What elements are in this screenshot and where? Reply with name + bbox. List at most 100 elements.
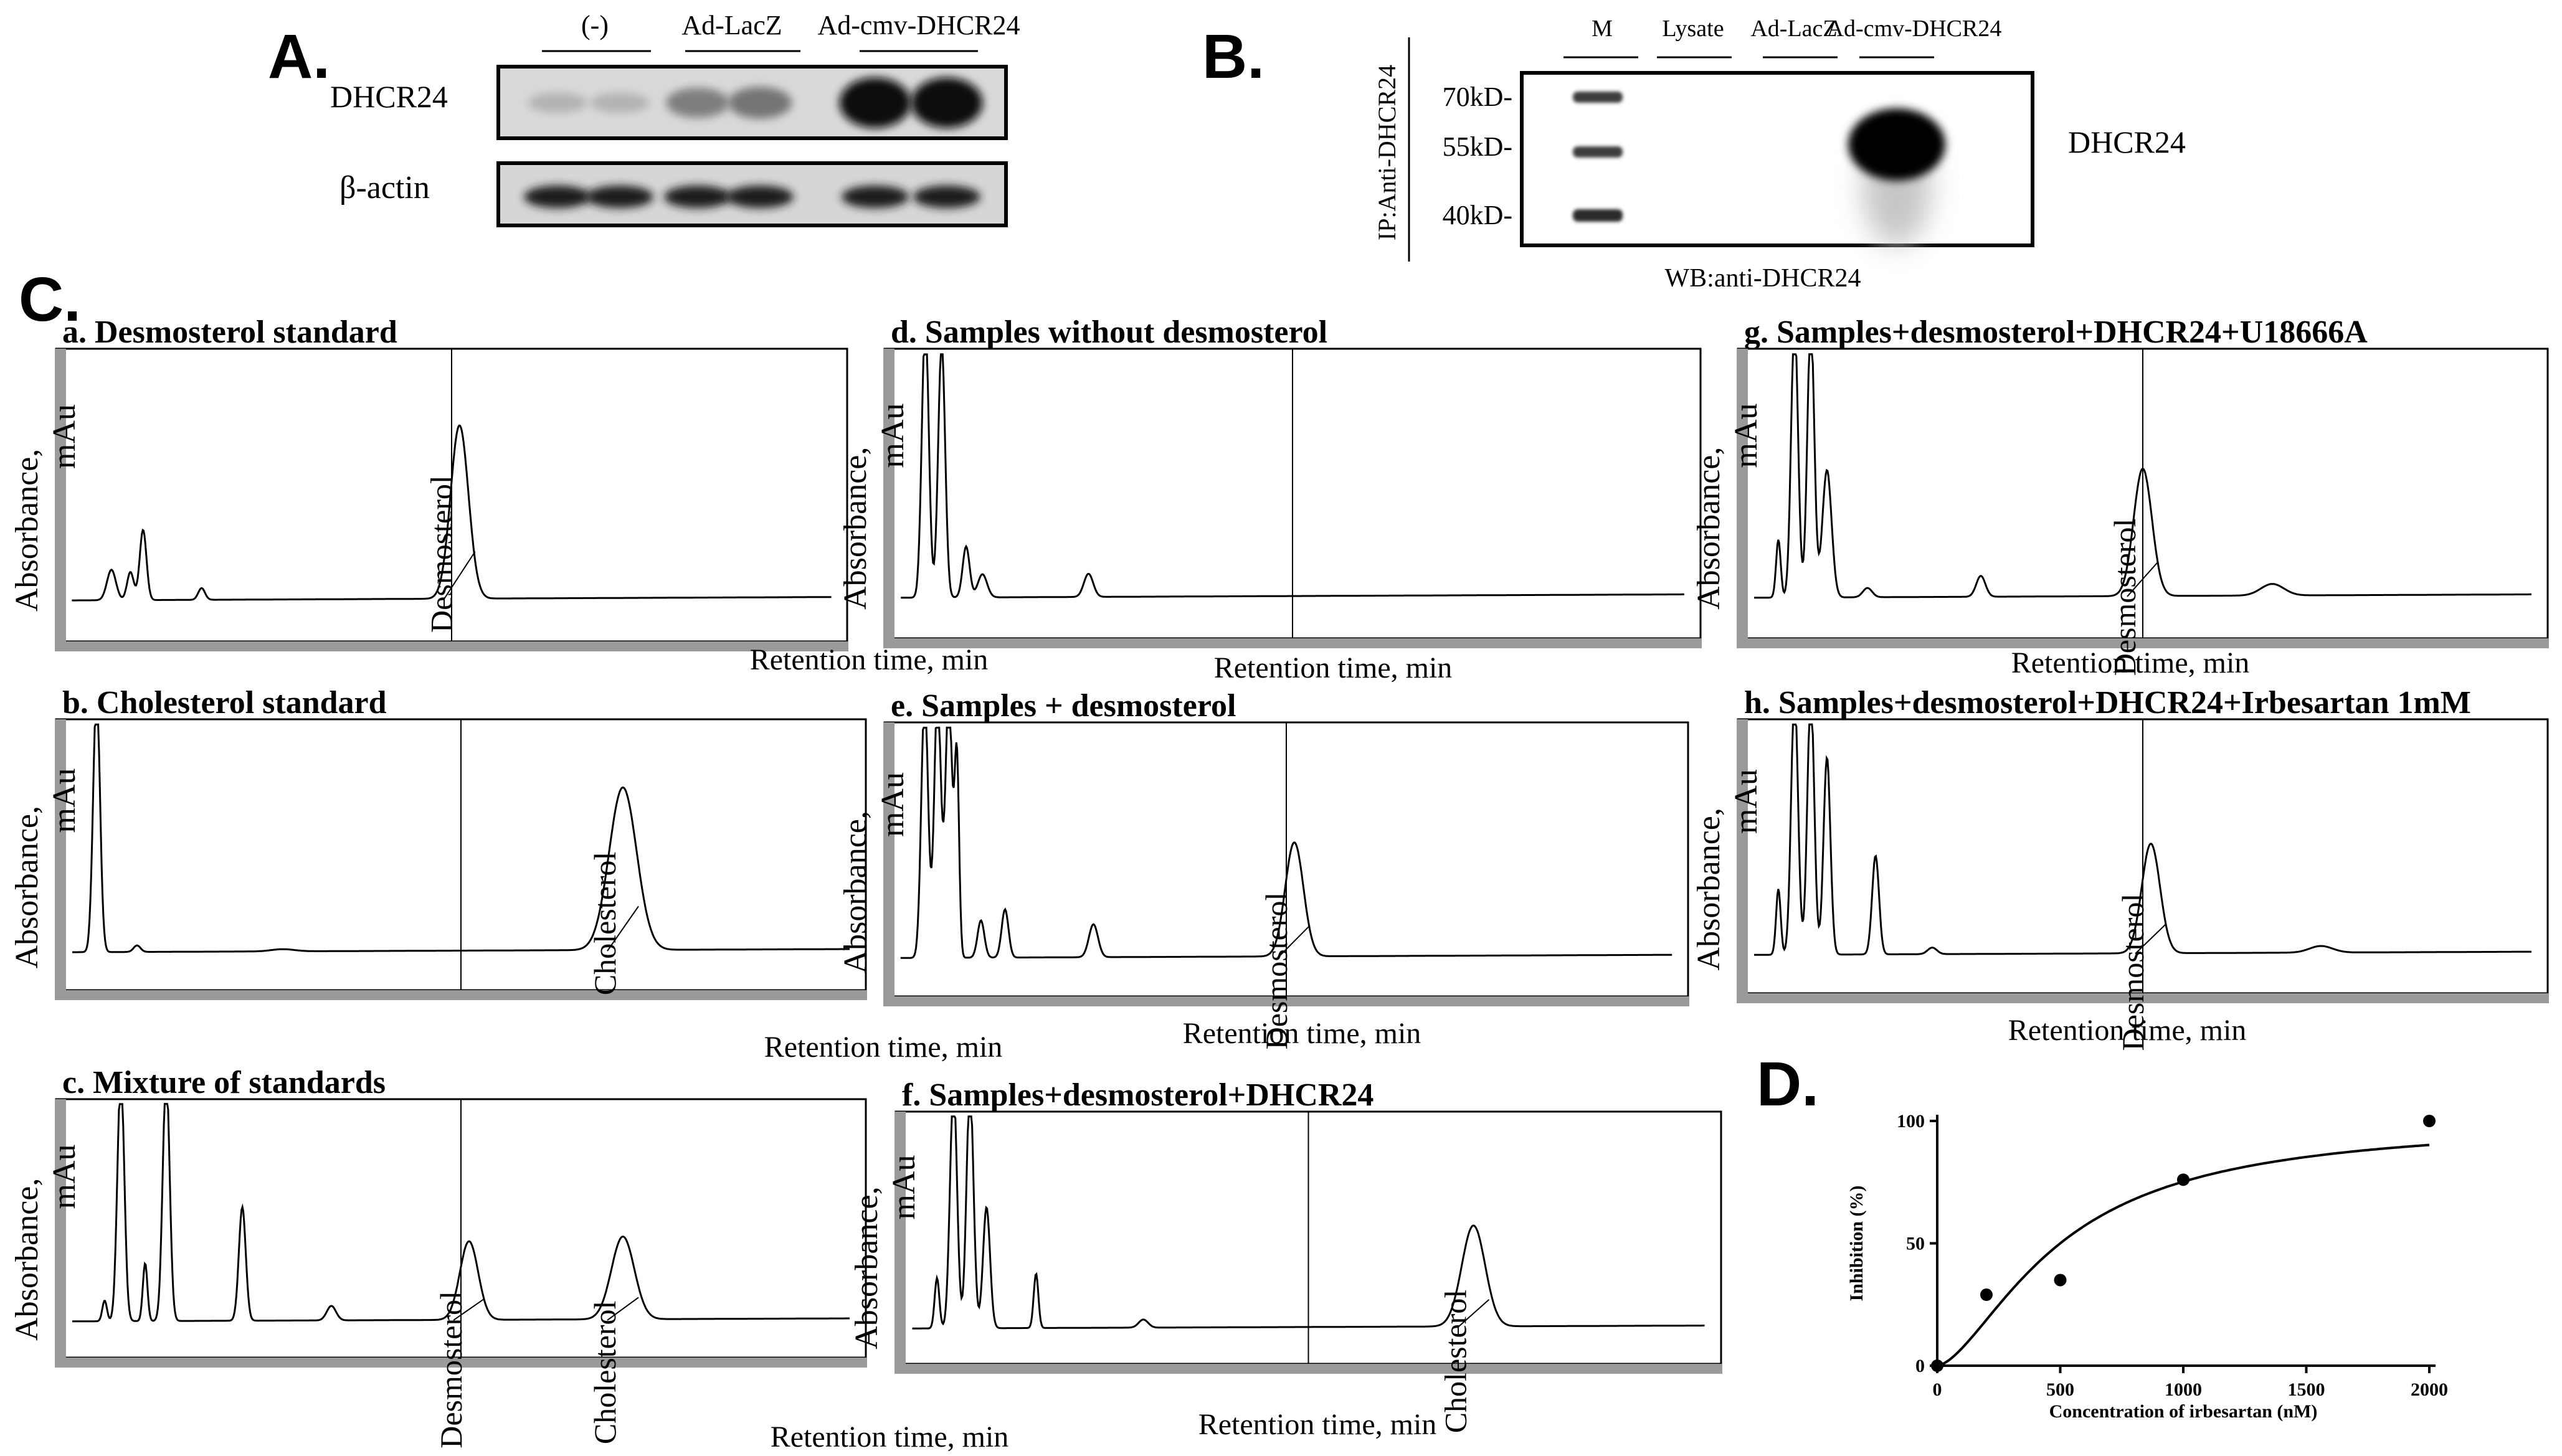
y-axis-label: Absorbance, bbox=[9, 806, 45, 968]
chromatogram-title: d. Samples without desmosterol bbox=[891, 314, 1327, 350]
integration-baseline bbox=[1457, 1299, 1490, 1328]
peak-label: Cholesterol bbox=[587, 1301, 622, 1445]
marker-70kd: 70kD- bbox=[1443, 82, 1512, 112]
chromatogram-title: b. Cholesterol standard bbox=[62, 685, 387, 721]
bands-actin bbox=[524, 186, 980, 208]
x-axis-label: Retention time, min bbox=[2008, 1014, 2247, 1047]
y-axis-strip bbox=[55, 1099, 66, 1358]
marker-55kd: 55kD- bbox=[1443, 131, 1512, 162]
integration-baseline bbox=[453, 1298, 485, 1321]
group-label-cmv: Ad-cmv-DHCR24 bbox=[817, 10, 1020, 40]
peak-label: Desmosterol bbox=[2115, 894, 2150, 1051]
y-axis-strip bbox=[55, 719, 66, 990]
chromatogram-d: d. Samples without desmosterol Absorbance… bbox=[838, 314, 1702, 684]
ip-dhcr24-band bbox=[1848, 108, 1945, 246]
bands-dhcr24 bbox=[528, 77, 983, 128]
y-axis-unit: mAu bbox=[47, 1145, 82, 1209]
chromatogram-g: g. Samples+desmosterol+DHCR24+U18666A Abs… bbox=[1691, 314, 2549, 679]
wb-band bbox=[524, 186, 591, 208]
chromatogram-trace bbox=[72, 1103, 850, 1323]
integration-baseline bbox=[607, 905, 639, 952]
y-axis-strip bbox=[883, 349, 894, 638]
y-axis-unit: mAu bbox=[1729, 404, 1764, 468]
marker-ladder bbox=[1573, 92, 1623, 222]
panel-a: A. (-) Ad-LacZ Ad-cmv-DHCR24 DHCR24 β-ac… bbox=[268, 10, 1020, 227]
wb-band bbox=[586, 186, 653, 208]
chromatogram-trace bbox=[912, 1115, 1705, 1330]
group-label-neg: (-) bbox=[581, 10, 609, 40]
peak-label: Desmosterol bbox=[1259, 892, 1294, 1050]
data-point bbox=[1980, 1288, 1993, 1302]
peak-label: Desmosterol bbox=[2107, 519, 2142, 676]
chromatogram-title: a. Desmosterol standard bbox=[62, 314, 397, 350]
x-axis-strip bbox=[55, 990, 867, 1000]
panel-a-letter: A. bbox=[268, 22, 330, 92]
chromatograms: a. Desmosterol standardAbsorbance,mAuRet… bbox=[9, 314, 2549, 1454]
wb-label: WB:anti-DHCR24 bbox=[1665, 264, 1861, 293]
chromatogram-trace bbox=[901, 353, 1684, 599]
y-axis-strip bbox=[1737, 349, 1748, 638]
y-axis-label: Absorbance, bbox=[838, 811, 873, 973]
chromatogram-b: b. Cholesterol standardAbsorbance,mAuRet… bbox=[9, 685, 1002, 1064]
y-axis-label: Absorbance, bbox=[849, 1186, 885, 1349]
lane-label-m: M bbox=[1592, 16, 1613, 42]
x-axis-strip bbox=[894, 1364, 1722, 1374]
chromatogram-trace bbox=[1754, 723, 2531, 956]
x-axis-strip bbox=[1737, 638, 2549, 648]
x-axis-strip bbox=[1737, 993, 2549, 1003]
chromatogram-title: g. Samples+desmosterol+DHCR24+U18666A bbox=[1744, 314, 2368, 350]
y-tick-label: 0 bbox=[1915, 1356, 1925, 1376]
chromatogram-f: f. Samples+desmosterol+DHCR24 Absorbance,… bbox=[849, 1077, 1722, 1441]
x-axis-label: Retention time, min bbox=[1183, 1017, 1421, 1050]
lane-label-lysate: Lysate bbox=[1662, 16, 1724, 42]
chromatogram-a: a. Desmosterol standardAbsorbance,mAuRet… bbox=[9, 314, 988, 676]
wb-band bbox=[666, 88, 729, 118]
y-axis-unit: mAu bbox=[47, 404, 82, 469]
chromatogram-c: c. Mixture of standardsAbsorbance,mAuRet… bbox=[9, 1065, 1008, 1454]
y-axis-label: Absorbance, bbox=[1691, 808, 1727, 970]
x-axis-label: Retention time, min bbox=[1214, 651, 1453, 684]
wb-band bbox=[664, 186, 731, 208]
data-point bbox=[1931, 1359, 1943, 1372]
chromatogram-h: h. Samples+desmosterol+DHCR24+Irbesartan… bbox=[1691, 685, 2549, 1051]
wb-band bbox=[913, 186, 980, 208]
x-tick-label: 1000 bbox=[2165, 1379, 2202, 1400]
integration-baseline bbox=[2127, 560, 2159, 597]
panel-b-letter: B. bbox=[1202, 22, 1264, 92]
x-axis-label: Retention time, min bbox=[750, 643, 989, 676]
y-axis-strip bbox=[1737, 719, 1748, 993]
wb-band bbox=[911, 77, 983, 128]
y-tick-label: 50 bbox=[1906, 1234, 1925, 1254]
x-axis-strip bbox=[55, 641, 848, 651]
panel-d: D. 0 500 1000 1500 2000 0 50 100 Concentration o… bbox=[1757, 1049, 2448, 1422]
chromatogram-title: f. Samples+desmosterol+DHCR24 bbox=[902, 1077, 1374, 1113]
panel-c-letter: C. bbox=[19, 265, 81, 334]
lane-label-cmv: Ad-cmv-DHCR24 bbox=[1827, 16, 2002, 42]
lane-label-lacz: Ad-LacZ bbox=[1750, 16, 1837, 42]
data-point bbox=[2054, 1274, 2067, 1287]
row-label-actin: β-actin bbox=[339, 170, 430, 206]
chromatogram-title: c. Mixture of standards bbox=[62, 1065, 386, 1100]
y-axis-strip bbox=[883, 722, 894, 996]
y-axis-label: Absorbance, bbox=[9, 1178, 45, 1341]
chromatogram-trace bbox=[72, 424, 832, 602]
x-axis-strip bbox=[883, 638, 1702, 648]
y-axis-title: Inhibition (%) bbox=[1846, 1186, 1867, 1302]
wb-band bbox=[839, 77, 911, 128]
chromatogram-title: e. Samples + desmosterol bbox=[891, 688, 1236, 724]
peak-label: Desmosterol bbox=[434, 1291, 468, 1449]
inhibition-chart: 0 500 1000 1500 2000 0 50 100 Concentration of i… bbox=[1846, 1111, 2448, 1422]
wb-band bbox=[842, 186, 909, 208]
wb-band bbox=[528, 92, 587, 113]
chromatogram-trace bbox=[1754, 353, 2531, 599]
chromatogram-title: h. Samples+desmosterol+DHCR24+Irbesartan… bbox=[1744, 685, 2471, 721]
data-point bbox=[2177, 1173, 2190, 1186]
peak-label: Desmosterol bbox=[424, 475, 459, 633]
x-axis-strip bbox=[55, 1358, 867, 1368]
chromatogram-trace bbox=[72, 723, 850, 953]
x-axis-label: Retention time, min bbox=[2011, 646, 2250, 679]
wb-band bbox=[726, 186, 794, 208]
integration-baseline bbox=[2135, 923, 2167, 955]
group-label-lacz: Ad-LacZ bbox=[681, 10, 782, 40]
